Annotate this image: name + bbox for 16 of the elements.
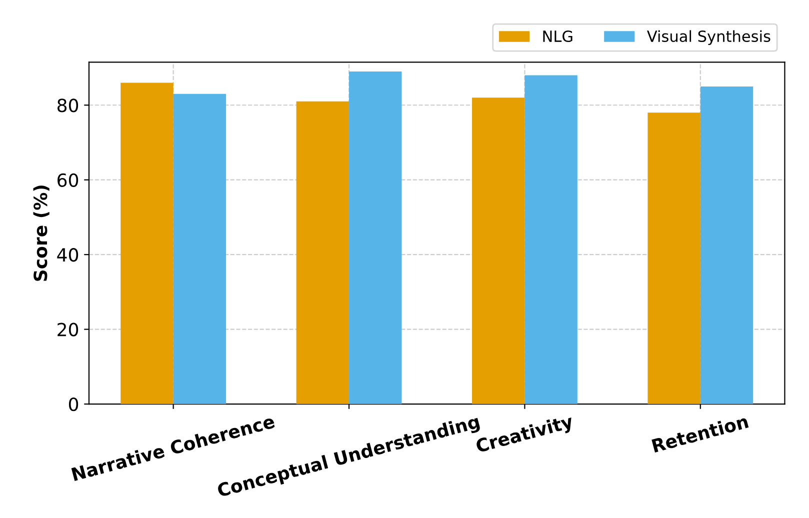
bar	[349, 72, 402, 404]
y-tick-label: 40	[57, 248, 78, 262]
bar	[524, 75, 578, 404]
bar	[173, 94, 226, 404]
bar	[648, 112, 700, 404]
y-tick-label: 80	[58, 98, 78, 112]
bar	[296, 101, 350, 404]
legend-label: NLG	[543, 30, 572, 42]
bar	[700, 86, 754, 404]
y-tick-label: 60	[58, 173, 78, 187]
legend-label: Visual Synthesis	[646, 30, 770, 45]
bar	[120, 82, 174, 404]
y-tick-label: 20	[58, 322, 78, 336]
bar	[472, 98, 525, 404]
y-axis-title: Score (%)	[33, 186, 50, 281]
y-tick-label: 0	[68, 398, 78, 412]
